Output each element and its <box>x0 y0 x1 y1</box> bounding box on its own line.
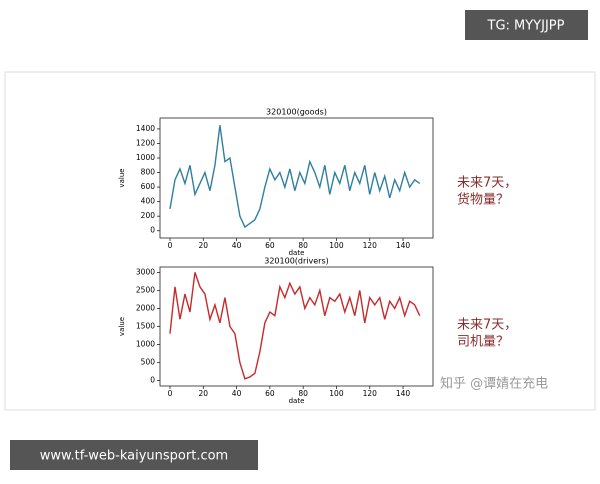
chart-title: 320100(drivers) <box>264 257 328 266</box>
chart-title: 320100(goods) <box>266 108 327 117</box>
y-tick-label: 400 <box>141 197 156 206</box>
x-tick-label: 40 <box>232 241 242 250</box>
x-tick-label: 100 <box>329 241 344 250</box>
data-line <box>169 272 421 380</box>
y-tick-label: 600 <box>141 182 156 191</box>
y-tick-label: 500 <box>141 358 156 367</box>
y-tick-label: 1000 <box>136 153 155 162</box>
y-axis-label: value <box>118 317 126 336</box>
y-tick-label: 1500 <box>136 322 155 331</box>
bottom-watermark: www.tf-web-kaiyunsport.com <box>40 449 228 464</box>
top-watermark: TG: MYYJJPP <box>487 19 565 34</box>
y-tick-label: 0 <box>150 376 155 385</box>
x-tick-label: 40 <box>232 389 242 398</box>
y-tick-label: 800 <box>141 168 156 177</box>
y-tick-label: 3000 <box>136 267 155 276</box>
x-axis-label: date <box>289 397 305 405</box>
x-tick-label: 140 <box>396 389 411 398</box>
x-tick-label: 60 <box>265 241 275 250</box>
x-axis-label: date <box>289 249 305 257</box>
x-tick-label: 120 <box>363 389 378 398</box>
x-tick-label: 120 <box>363 241 378 250</box>
x-tick-label: 0 <box>168 389 173 398</box>
y-tick-label: 0 <box>150 226 155 235</box>
annotation: 未来7天， <box>457 318 517 333</box>
y-tick-label: 1200 <box>136 138 155 147</box>
source-watermark: 知乎 @谭婧在充电 <box>440 376 548 392</box>
y-axis-label: value <box>118 168 126 187</box>
bottom-badge <box>10 440 258 470</box>
annotation: 未来7天， <box>457 176 517 191</box>
x-tick-label: 0 <box>168 241 173 250</box>
x-tick-label: 100 <box>329 389 344 398</box>
y-tick-label: 200 <box>141 211 156 220</box>
y-tick-label: 1000 <box>136 340 155 349</box>
y-tick-label: 2000 <box>136 303 155 312</box>
frame <box>4 71 596 411</box>
x-tick-label: 80 <box>298 241 308 250</box>
x-tick-label: 20 <box>199 389 209 398</box>
data-line <box>169 125 421 229</box>
x-tick-label: 140 <box>396 241 411 250</box>
y-tick-label: 2500 <box>136 285 155 294</box>
top-badge <box>465 10 588 40</box>
plot-area <box>159 117 434 239</box>
y-tick-label: 1400 <box>136 124 155 133</box>
annotation: 货物量？ <box>457 192 509 208</box>
annotation: 司机量？ <box>457 335 509 350</box>
x-tick-label: 60 <box>265 389 275 398</box>
x-tick-label: 20 <box>199 241 209 250</box>
x-tick-label: 80 <box>298 389 308 398</box>
